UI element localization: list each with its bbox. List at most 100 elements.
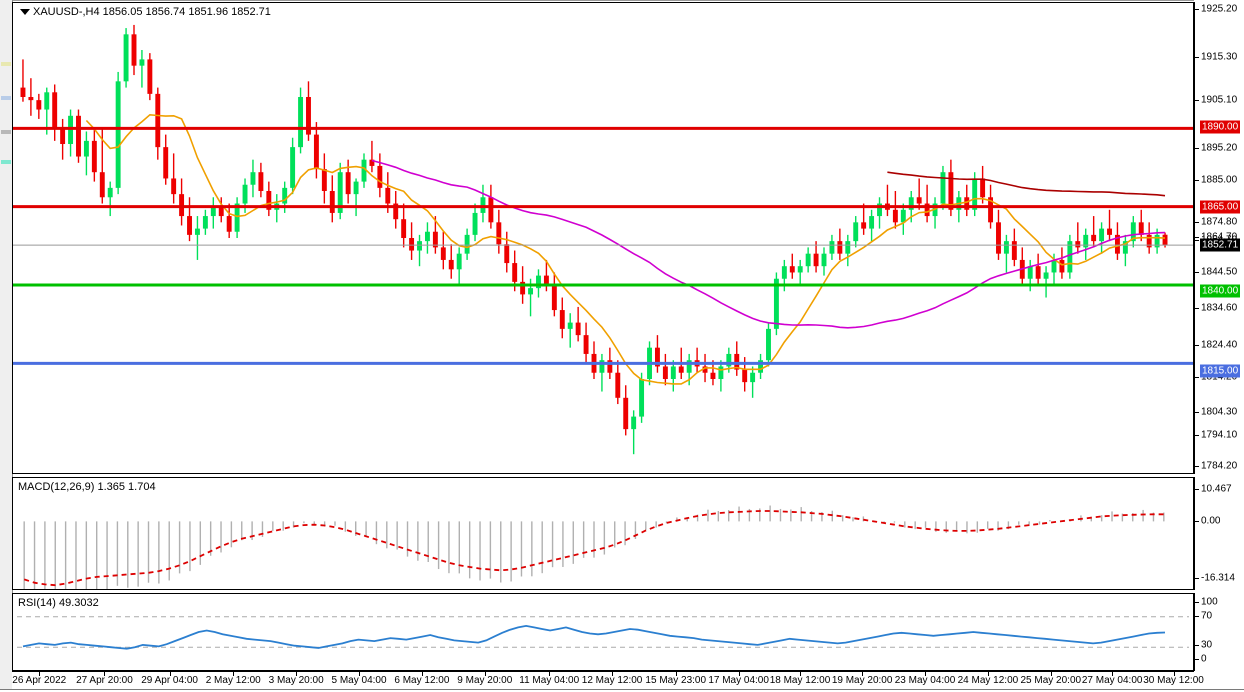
moving-average-line xyxy=(371,159,1166,329)
time-axis-label: 30 May 12:00 xyxy=(1143,675,1204,686)
window-bottom-edge xyxy=(0,689,1244,692)
candle-body xyxy=(321,169,327,191)
candle-body xyxy=(480,197,486,213)
rsi-plot-area xyxy=(13,594,1193,670)
candle-body xyxy=(583,335,589,354)
candle-body xyxy=(718,366,724,379)
macd-plot-area xyxy=(13,478,1193,589)
price-scale-axis[interactable]: 1925.20 1915.30 1905.10 1895.20 1885.00 1874.… xyxy=(1194,0,1244,692)
candle-body xyxy=(377,165,383,188)
candle-body xyxy=(559,310,565,329)
macd-panel[interactable]: MACD(12,26,9) 1.365 1.704 xyxy=(12,477,1194,590)
candle-body xyxy=(28,97,34,101)
candle-body xyxy=(1003,241,1009,254)
candle-body xyxy=(194,228,200,235)
macd-scale-tick-label: 0.00 xyxy=(1201,515,1221,527)
macd-title-label: MACD(12,26,9) 1.365 1.704 xyxy=(18,481,156,493)
candle-body xyxy=(869,216,875,229)
price-scale-tick-label: 1905.10 xyxy=(1201,94,1238,106)
time-axis-tick xyxy=(549,672,551,676)
candle-body xyxy=(734,353,740,370)
candle-body xyxy=(306,97,311,135)
price-chart-panel[interactable]: XAUUSD-,H4 1856.05 1856.74 1851.96 1852.… xyxy=(12,2,1194,474)
time-axis-tick xyxy=(675,672,677,676)
time-axis-label: 5 May 04:00 xyxy=(331,675,387,686)
candle-body xyxy=(218,206,224,217)
candle-body xyxy=(980,178,986,198)
candle-body xyxy=(781,266,787,279)
candle-body xyxy=(155,93,161,148)
time-axis-tick xyxy=(925,672,927,676)
candle-body xyxy=(345,172,351,195)
price-scale-tick-label: 1925.20 xyxy=(1201,3,1238,15)
moving-average-line xyxy=(887,171,1166,197)
resistance-1865-tag[interactable]: 1865.00 xyxy=(1200,200,1241,214)
candle-body xyxy=(988,197,994,223)
candle-body xyxy=(821,253,827,267)
price-scale-tick-label: 1834.60 xyxy=(1201,302,1238,314)
candle-body xyxy=(1154,234,1160,248)
gutter-mark xyxy=(1,160,11,164)
resistance-1890-tag[interactable]: 1890.00 xyxy=(1200,120,1241,134)
candle-body xyxy=(892,209,898,223)
candle-body xyxy=(123,34,129,82)
candle-body xyxy=(710,372,716,379)
candle-body xyxy=(76,115,81,157)
candle-body xyxy=(1059,259,1065,273)
current-price-tag[interactable]: 1852.71 xyxy=(1200,238,1241,252)
candle-body xyxy=(654,347,660,367)
candle-body xyxy=(99,172,105,198)
time-axis-label: 15 May 23:00 xyxy=(645,675,707,686)
candle-body xyxy=(805,253,811,267)
price-scale-tick xyxy=(1194,272,1199,273)
support-1840-tag[interactable]: 1840.00 xyxy=(1200,284,1241,298)
candle-body xyxy=(36,100,42,110)
price-scale-tick-label: 1864.70 xyxy=(1201,231,1238,243)
price-scale-tick xyxy=(1194,180,1199,181)
support-1815-tag[interactable]: 1815.00 xyxy=(1200,364,1241,378)
price-scale-tick xyxy=(1194,240,1199,241)
price-scale-tick-label: 1824.40 xyxy=(1201,339,1238,351)
candle-body xyxy=(83,140,89,157)
rsi-panel[interactable]: RSI(14) 49.3032 xyxy=(12,593,1194,671)
candle-body xyxy=(68,115,74,144)
time-axis-label: 17 May 04:00 xyxy=(708,675,769,686)
candle-body xyxy=(1122,241,1128,254)
rsi-scale-tick-label: 30 xyxy=(1201,639,1213,651)
time-axis-label: 19 May 20:00 xyxy=(831,675,893,686)
rsi-title-label: RSI(14) 49.3032 xyxy=(18,597,99,609)
price-scale-tick-label: 1794.10 xyxy=(1201,429,1238,441)
candle-body xyxy=(639,379,645,417)
candle-body xyxy=(210,206,216,217)
candle-body xyxy=(964,197,970,210)
candle-body xyxy=(1035,266,1041,279)
price-scale-tick-label: 1804.30 xyxy=(1201,406,1238,418)
time-axis-tick xyxy=(359,672,361,676)
rsi-svg xyxy=(17,616,1189,650)
price-plot-area xyxy=(13,3,1193,473)
candle-body xyxy=(512,263,518,282)
time-axis-label: 23 May 04:00 xyxy=(894,675,956,686)
candle-body xyxy=(750,372,756,383)
candle-body xyxy=(226,216,232,232)
candle-body xyxy=(1114,234,1120,254)
gutter-mark xyxy=(1,130,11,134)
time-axis-tick xyxy=(612,672,614,676)
price-scale-tick-label: 1895.20 xyxy=(1201,142,1238,154)
macd-scale-tick-label: -16.314 xyxy=(1201,572,1235,584)
candle-body xyxy=(908,197,914,210)
collapse-arrow-icon[interactable] xyxy=(20,9,30,15)
candle-body xyxy=(702,366,708,373)
candle-body xyxy=(567,322,573,329)
candle-body xyxy=(60,128,66,144)
candle-body xyxy=(996,222,1001,254)
candle-body xyxy=(107,187,113,198)
price-scale-tick-label: 1874.80 xyxy=(1201,216,1238,228)
candle-body xyxy=(599,360,605,373)
candle-body xyxy=(900,209,906,223)
time-axis[interactable]: 26 Apr 2022 27 Apr 20:00 29 Apr 04:00 2 May… xyxy=(12,671,1204,692)
price-scale-tick-label: 1784.20 xyxy=(1201,460,1238,472)
price-scale-tick xyxy=(1194,237,1199,238)
candle-body xyxy=(401,219,407,238)
candle-body xyxy=(766,328,771,361)
